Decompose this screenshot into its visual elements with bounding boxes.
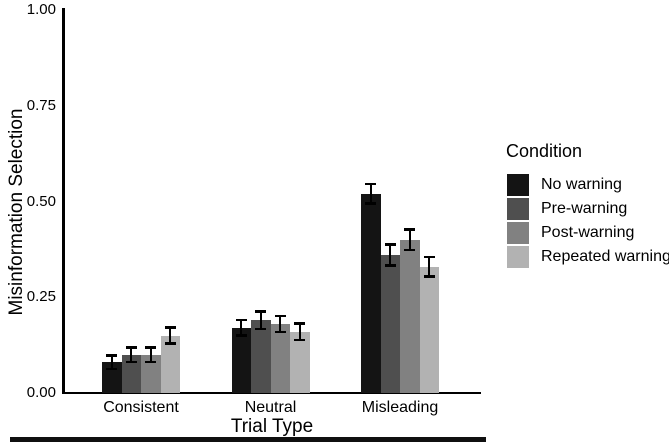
error-bar	[110, 355, 113, 370]
legend-key-no-warning	[507, 174, 529, 196]
y-tick-label: 0.00	[26, 384, 56, 401]
x-tick-label: Neutral	[244, 399, 297, 416]
error-bar-cap	[145, 360, 157, 364]
error-bar-cap	[125, 346, 137, 349]
error-bar-cap	[145, 346, 157, 349]
error-bar-cap	[125, 360, 137, 364]
error-bar	[428, 256, 431, 277]
error-bar-cap	[294, 338, 306, 342]
legend-key-post-warning	[507, 222, 529, 244]
error-bar	[240, 319, 243, 336]
error-bar-cap	[235, 334, 247, 337]
error-bar-cap	[164, 342, 176, 345]
legend-title: Condition	[506, 141, 583, 161]
bar-post-warning-misleading	[400, 239, 420, 393]
bar-pre-warning-neutral	[251, 320, 271, 393]
bar-no-warning-neutral	[231, 327, 251, 393]
error-bar	[298, 323, 301, 341]
error-bar	[408, 229, 411, 251]
error-bar-cap	[164, 326, 176, 329]
error-bar-cap	[404, 248, 416, 252]
legend-key-pre-warning	[507, 198, 529, 220]
error-bar-cap	[294, 322, 306, 325]
x-tick-label: Consistent	[103, 399, 179, 416]
bar-repeated-warning-neutral	[290, 331, 310, 393]
y-axis-line	[62, 8, 65, 394]
error-bar-cap	[384, 264, 396, 267]
legend-label: No warning	[541, 176, 622, 193]
error-bar	[169, 327, 172, 344]
bar-repeated-warning-consistent	[160, 335, 180, 393]
error-bar-cap	[365, 202, 377, 205]
error-bar-cap	[235, 318, 247, 322]
error-bar-cap	[255, 327, 267, 331]
error-bar-cap	[255, 310, 267, 313]
legend-label: Pre-warning	[541, 200, 628, 217]
error-bar	[389, 244, 392, 266]
bar-pre-warning-misleading	[380, 255, 400, 393]
error-bar-cap	[106, 367, 118, 371]
x-axis-title: Trial Type	[230, 416, 314, 437]
legend-label: Repeated warning	[541, 248, 669, 265]
error-bar-cap	[423, 275, 435, 278]
bar-post-warning-consistent	[141, 354, 161, 393]
bottom-border-strip	[10, 437, 486, 442]
error-bar	[279, 315, 282, 333]
bar-no-warning-misleading	[361, 193, 381, 393]
y-tick-label: 0.50	[26, 192, 56, 210]
error-bar-cap	[365, 182, 377, 186]
legend-label: Post-warning	[541, 224, 635, 241]
bar-repeated-warning-misleading	[419, 266, 439, 393]
error-bar	[259, 311, 262, 330]
error-bar	[130, 347, 133, 363]
error-bar-cap	[274, 314, 286, 318]
error-bar-cap	[423, 255, 435, 259]
error-bar	[149, 347, 152, 363]
bar-post-warning-neutral	[270, 324, 290, 393]
y-tick-label: 0.25	[26, 288, 56, 306]
error-bar	[369, 183, 372, 204]
legend-key-repeated-warning	[507, 246, 529, 268]
error-bar-cap	[274, 330, 286, 334]
y-tick-label: 1.00	[26, 1, 56, 18]
y-tick-label: 0.75	[26, 96, 56, 114]
error-bar-cap	[384, 243, 396, 246]
error-bar-cap	[404, 228, 416, 231]
y-axis-title: Misinformation Selection	[6, 108, 27, 316]
bar-pre-warning-consistent	[121, 354, 141, 393]
x-tick-label: Misleading	[361, 399, 439, 416]
error-bar-cap	[106, 354, 118, 357]
